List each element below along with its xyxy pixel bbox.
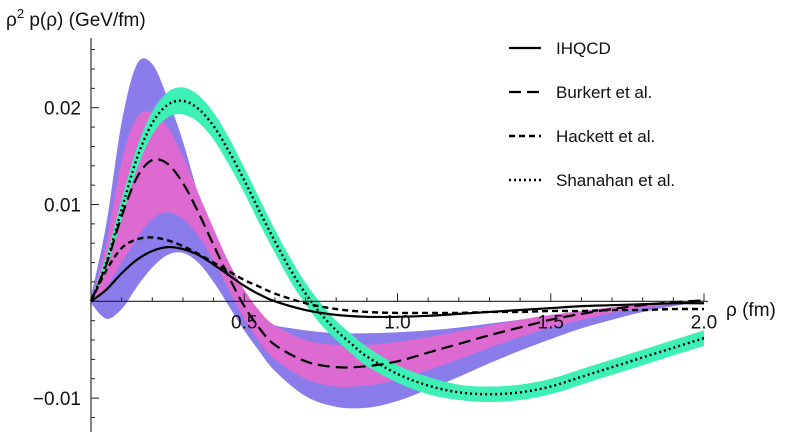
y-tick-label: 0.02 [44, 99, 81, 120]
error-bands [91, 58, 704, 409]
y-tick-label: −0.01 [33, 389, 81, 410]
shanahan-et-al-curve [89, 99, 705, 396]
legend: IHQCD Burkert et al. Hackett et al. Shanaha… [509, 39, 675, 190]
tick-labels: 0.5 1.0 1.5 2.0 −0.01 0.01 0.02 [33, 99, 717, 410]
x-tick-label: 1.5 [538, 312, 564, 333]
burkert-et-al-legend-label: Burkert et al. [556, 83, 652, 102]
burkert-et-al-inner-band [91, 111, 704, 388]
hackett-et-al-legend-label: Hackett et al. [556, 127, 655, 146]
x-tick-label: 2.0 [691, 312, 717, 333]
x-tick-label: 0.5 [231, 312, 257, 333]
ihqcd-legend-label: IHQCD [556, 39, 611, 58]
burkert-et-al-curve [89, 157, 705, 369]
shanahan-et-al-band [91, 87, 704, 402]
axes [90, 38, 708, 432]
hackett-et-al-curve [89, 236, 705, 315]
x-axis-title: ρ (fm) [726, 300, 776, 321]
ihqcd-curve [90, 245, 705, 319]
y-axis-title: ρ2 p(ρ) (GeV/fm) [6, 6, 146, 31]
shanahan-et-al-legend-label: Shanahan et al. [556, 171, 675, 190]
y-tick-label: 0.01 [44, 196, 81, 217]
curves [89, 99, 705, 396]
x-tick-label: 1.0 [384, 312, 410, 333]
